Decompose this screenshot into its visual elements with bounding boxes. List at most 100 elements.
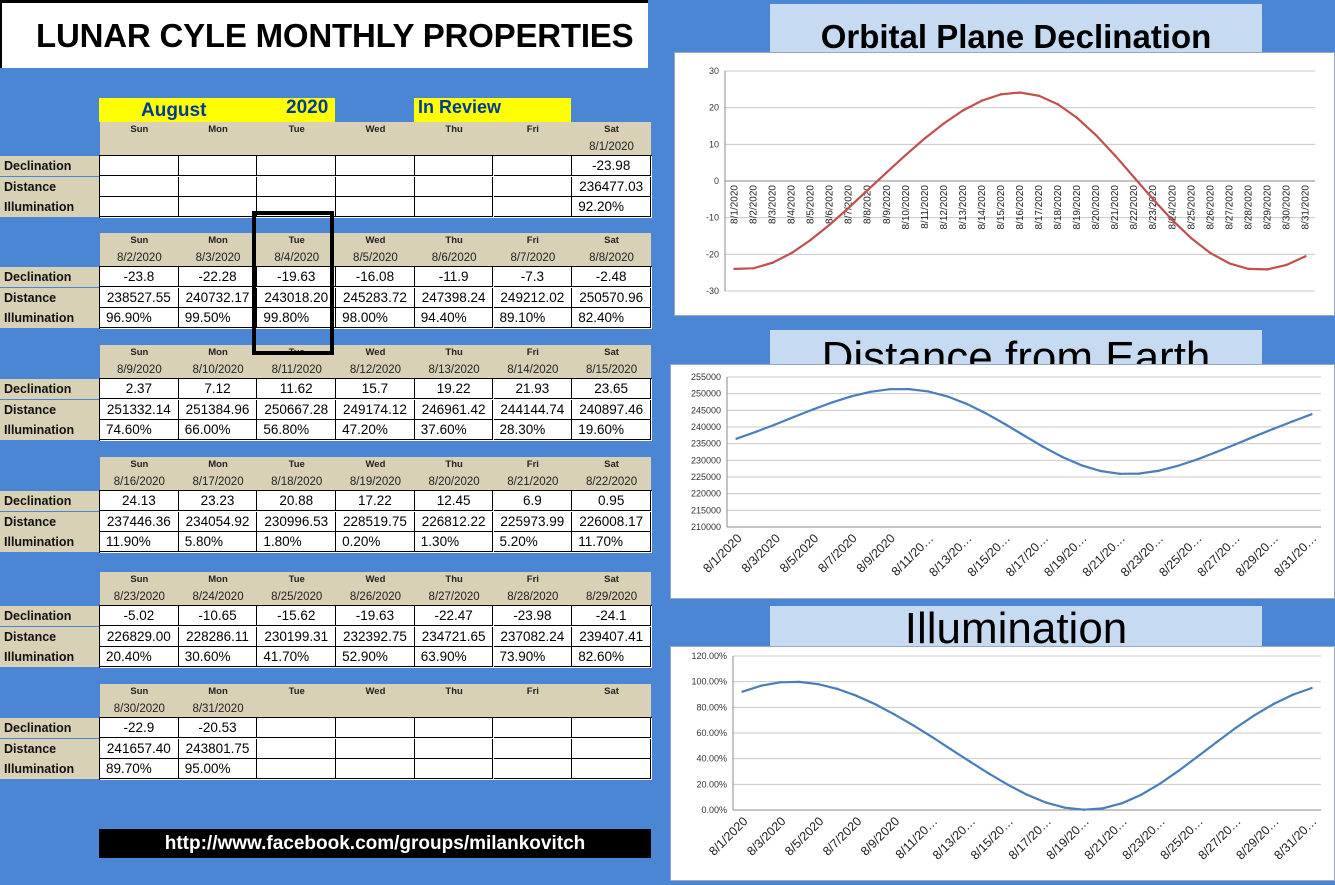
declination-cell xyxy=(257,156,337,177)
data-point xyxy=(911,724,915,727)
illumination-cell: 20.40% xyxy=(100,647,179,668)
data-point xyxy=(798,680,801,684)
x-tick-label: 8/6/2020 xyxy=(825,185,836,224)
x-tick-label: 8/7/2020 xyxy=(815,531,859,575)
data-point xyxy=(1075,116,1079,120)
day-name: Fri xyxy=(526,124,539,135)
x-tick-label: 8/4/2020 xyxy=(787,185,798,224)
day-date: 8/1/2020 xyxy=(589,141,634,153)
distance-cell: 243801.75 xyxy=(178,738,258,759)
y-tick-label: 255000 xyxy=(691,372,721,382)
declination-cell xyxy=(493,156,573,177)
illumination-cell xyxy=(336,197,415,218)
declination-cell: -23.98 xyxy=(493,606,573,627)
y-tick-label: -30 xyxy=(706,286,719,296)
row-label-distance: Distance xyxy=(0,511,99,532)
y-tick-label: 120.00% xyxy=(691,651,727,661)
day-name: Sun xyxy=(130,574,149,585)
illumination-cell: 0.20% xyxy=(336,532,415,553)
day-date: 8/24/2020 xyxy=(192,591,244,603)
x-tick-label: 8/25/2020 xyxy=(1186,185,1197,230)
values-grid: -23.98 236477.03 92.20% xyxy=(99,155,652,218)
day-name: Wed xyxy=(365,124,386,135)
distance-cell: 226008.17 xyxy=(572,511,652,532)
x-tick-label: 8/1/2020 xyxy=(730,185,741,224)
x-tick-label: 8/10/2020 xyxy=(901,185,912,230)
day-date: 8/11/2020 xyxy=(271,364,322,376)
distance-cell xyxy=(572,738,652,759)
distance-cell xyxy=(414,176,494,197)
day-name: Tue xyxy=(288,235,305,246)
illumination-cell xyxy=(572,759,652,780)
declination-cell: 7.12 xyxy=(178,379,258,400)
distance-cell: 228519.75 xyxy=(336,511,415,532)
row-label-declination: Declination xyxy=(0,718,99,738)
distance-cell xyxy=(336,738,415,759)
data-point xyxy=(1113,154,1117,157)
x-tick-label: 8/9/2020 xyxy=(882,185,893,224)
illumination-cell: 5.20% xyxy=(493,532,573,553)
declination-cell: -24.1 xyxy=(572,606,652,627)
row-label-distance: Distance xyxy=(0,287,99,308)
declination-cell: -22.9 xyxy=(100,718,179,739)
declination-cell: 24.13 xyxy=(100,491,179,512)
illumination-cell: 99.50% xyxy=(178,308,258,329)
y-tick-label: 250000 xyxy=(691,389,721,399)
distance-cell: 237082.24 xyxy=(493,626,573,647)
declination-cell: -5.02 xyxy=(100,606,179,627)
x-tick-label: 8/13/2020 xyxy=(958,185,969,230)
illumination-cell: 92.20% xyxy=(572,197,652,218)
day-name: Mon xyxy=(208,574,228,585)
day-date: 8/2/2020 xyxy=(116,252,162,264)
distance-cell: 237446.36 xyxy=(100,511,179,532)
declination-cell: -11.9 xyxy=(414,267,494,288)
declination-cell: 0.95 xyxy=(572,491,652,512)
x-tick-label: 8/7/2020 xyxy=(820,814,864,858)
x-tick-label: 8/24/2020 xyxy=(1167,185,1178,230)
y-tick-label: 60.00% xyxy=(696,728,727,738)
data-point xyxy=(1234,726,1237,730)
data-point xyxy=(752,267,755,270)
data-point xyxy=(1044,801,1048,804)
illumination-cell: 19.60% xyxy=(572,420,652,441)
day-name: Tue xyxy=(288,459,305,470)
day-date: 8/4/2020 xyxy=(274,252,320,264)
x-tick-label: 8/1/2020 xyxy=(700,531,744,575)
declination-cell: 23.23 xyxy=(178,491,258,512)
data-point xyxy=(885,171,888,174)
day-date: 8/31/2020 xyxy=(192,703,244,715)
day-name: Fri xyxy=(526,235,539,246)
day-date: 8/12/2020 xyxy=(349,364,402,376)
distance-cell xyxy=(178,176,258,197)
x-tick-label: 8/5/2020 xyxy=(806,185,817,224)
data-point xyxy=(1025,793,1029,796)
y-tick-label: 30 xyxy=(709,66,719,76)
data-point xyxy=(942,122,946,125)
x-tick-label: 8/17/2020 xyxy=(1034,185,1045,230)
declination-cell xyxy=(493,718,573,739)
data-point xyxy=(1266,268,1269,271)
distance-cell xyxy=(493,738,573,759)
data-point xyxy=(1291,693,1294,697)
distance-cell: 230996.53 xyxy=(257,511,337,532)
y-tick-label: 220000 xyxy=(691,489,721,499)
data-point xyxy=(792,415,796,419)
data-point xyxy=(888,388,892,391)
data-point xyxy=(1272,702,1275,706)
illumination-cell: 1.30% xyxy=(414,532,494,553)
x-tick-label: 8/16/2020 xyxy=(1015,185,1026,230)
data-point xyxy=(1063,806,1067,809)
illumination-cell: 1.80% xyxy=(257,532,337,553)
data-point xyxy=(817,683,820,686)
day-date: 8/23/2020 xyxy=(113,591,165,603)
day-name: Wed xyxy=(365,347,386,358)
series-line xyxy=(742,680,1312,811)
row-label-illumination: Illumination xyxy=(0,759,99,780)
declination-cell: 15.7 xyxy=(336,379,415,400)
data-point xyxy=(1171,218,1174,222)
data-point xyxy=(1195,458,1198,461)
day-date: 8/17/2020 xyxy=(192,476,244,488)
url-footer[interactable]: http://www.facebook.com/groups/milankovi… xyxy=(99,829,651,858)
illumination-cell xyxy=(336,759,415,780)
declination-cell xyxy=(414,156,494,177)
